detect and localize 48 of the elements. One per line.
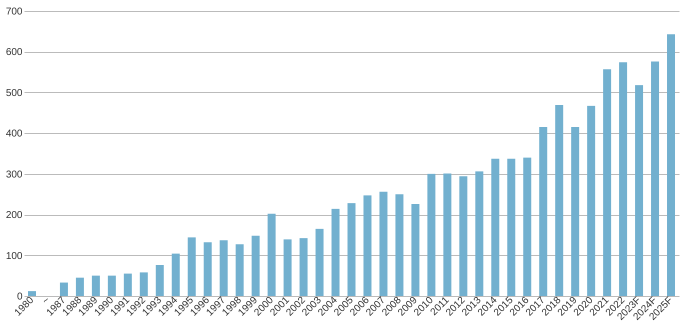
bar — [156, 265, 164, 296]
bar — [188, 237, 196, 296]
bar — [316, 228, 324, 296]
bar — [332, 208, 340, 296]
bar — [28, 291, 36, 296]
bar — [395, 194, 404, 296]
y-tick-label: 400 — [6, 128, 23, 140]
bar — [427, 174, 436, 296]
bar — [140, 272, 148, 296]
bar — [555, 105, 564, 296]
bar — [252, 236, 260, 296]
bar — [459, 176, 468, 296]
bar — [603, 69, 612, 296]
bar — [236, 244, 244, 296]
bar — [284, 239, 292, 296]
bar — [172, 254, 180, 296]
y-tick-label: 200 — [6, 210, 23, 222]
bar — [108, 276, 116, 296]
bar — [300, 238, 308, 296]
bar — [76, 278, 84, 296]
bar — [523, 158, 532, 296]
bar — [379, 192, 388, 296]
y-tick-label: 300 — [6, 169, 23, 180]
bar — [443, 173, 452, 296]
bar — [348, 203, 356, 296]
bar — [411, 204, 420, 296]
bar — [475, 171, 484, 296]
x-tick-label: ~ — [40, 294, 52, 307]
y-tick-label: 500 — [6, 88, 23, 99]
bar — [491, 158, 500, 296]
bar — [507, 158, 516, 296]
bar — [539, 127, 548, 296]
bar — [635, 85, 644, 296]
bar — [124, 274, 132, 296]
y-tick-label: 700 — [6, 6, 23, 18]
bar — [619, 62, 628, 296]
bar — [587, 106, 596, 296]
bar — [204, 242, 212, 296]
bar — [220, 240, 228, 296]
bar — [667, 34, 676, 296]
bar — [60, 282, 68, 296]
y-tick-label: 100 — [6, 250, 23, 262]
bar — [92, 276, 100, 296]
bar — [651, 61, 660, 296]
y-tick-label: 600 — [6, 47, 23, 58]
bar — [268, 214, 276, 296]
bar — [363, 195, 372, 296]
bar — [571, 127, 580, 296]
